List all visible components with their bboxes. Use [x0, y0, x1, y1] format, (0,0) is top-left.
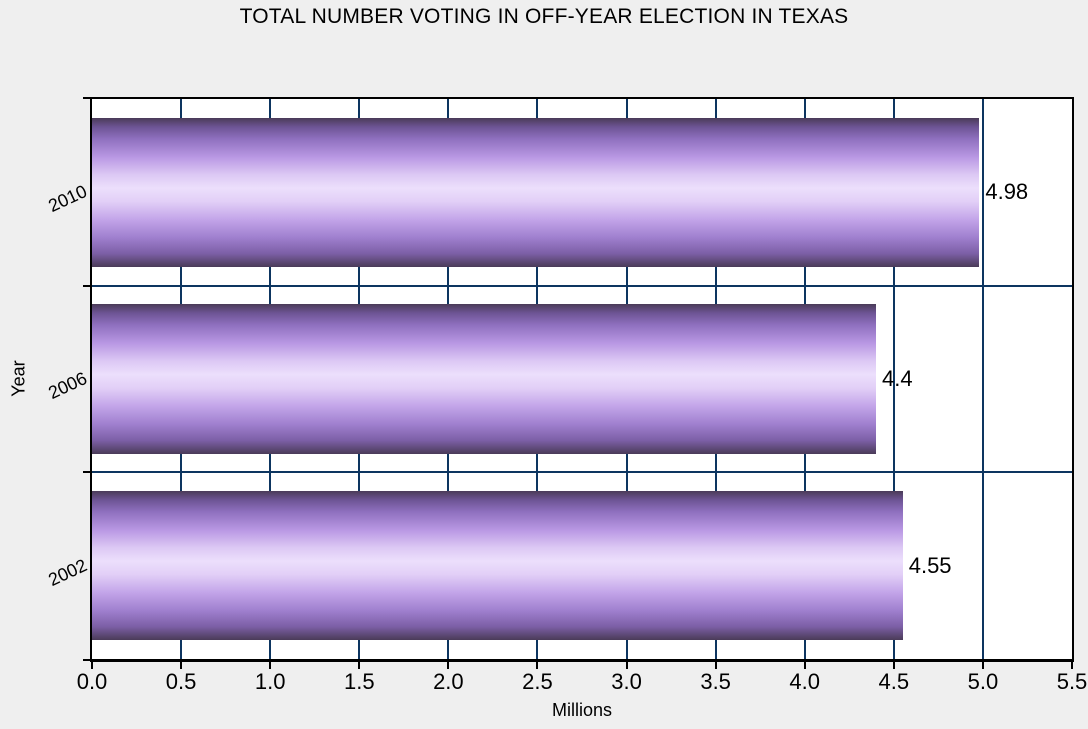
x-tick: [1071, 660, 1073, 669]
x-tick-label: 3.5: [700, 669, 731, 694]
x-tick: [981, 660, 984, 669]
y-tick: [83, 471, 90, 474]
y-tick: [83, 97, 90, 99]
chart-title: TOTAL NUMBER VOTING IN OFF-YEAR ELECTION…: [239, 5, 849, 28]
x-tick: [714, 660, 717, 669]
bar-2010: [92, 117, 980, 268]
x-tick-label: 1.0: [254, 669, 286, 694]
x-tick-label: 0.5: [165, 669, 197, 694]
bar-value-label: 4.98: [985, 179, 1029, 205]
x-tick: [91, 660, 93, 669]
bar-2006: [92, 304, 876, 454]
x-tick: [803, 660, 806, 669]
plot-area: [90, 97, 1074, 662]
bar-value-label: 4.4: [882, 366, 913, 391]
band-separator: [92, 471, 1072, 474]
x-tick: [536, 660, 539, 669]
x-tick-label: 0.0: [76, 669, 108, 694]
x-tick-label: 3.0: [611, 669, 642, 694]
x-tick: [269, 660, 272, 669]
x-tick: [447, 660, 450, 669]
x-tick-label: 5.5: [1056, 669, 1088, 694]
x-tick: [180, 660, 183, 669]
y-category-label: 2010: [45, 181, 91, 217]
gridline: [892, 99, 895, 659]
x-tick: [625, 660, 628, 669]
bar-2002: [92, 490, 903, 641]
x-tick: [358, 660, 361, 669]
x-tick-label: 4.0: [789, 669, 821, 694]
x-tick-label: 1.5: [343, 669, 375, 694]
bar-value-label: 4.55: [908, 552, 952, 578]
band-separator: [92, 284, 1072, 287]
x-tick: [892, 660, 895, 669]
x-tick-label: 5.0: [967, 669, 999, 694]
x-tick-label: 2.0: [433, 669, 464, 694]
gridline: [981, 99, 984, 659]
y-category-label: 2002: [45, 554, 91, 590]
x-tick-label: 4.5: [878, 669, 910, 694]
x-tick-label: 2.5: [522, 669, 553, 694]
y-tick: [83, 284, 90, 287]
x-axis-label: Millions: [551, 700, 612, 720]
y-tick: [83, 659, 90, 661]
